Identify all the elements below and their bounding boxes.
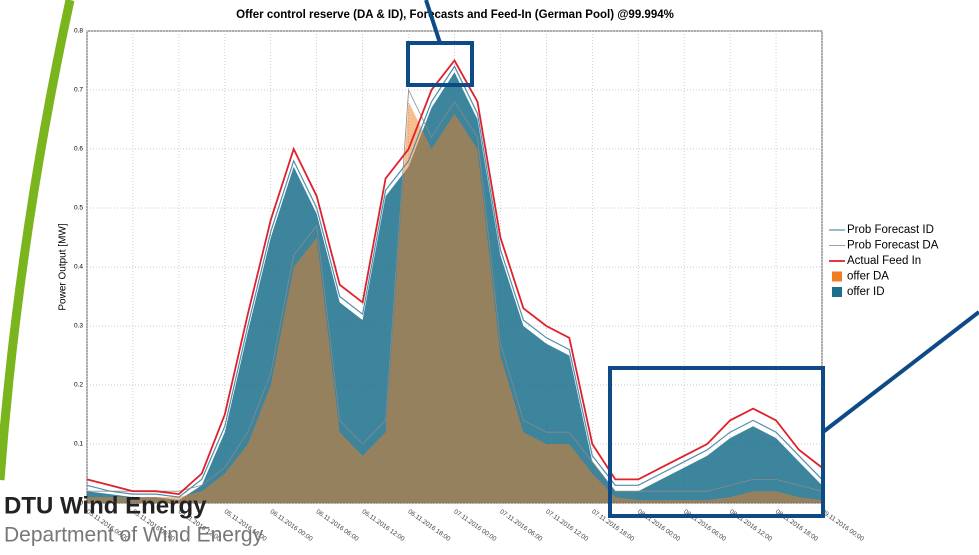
- x-tick-label: 08.11.2016 00:00: [636, 508, 681, 543]
- x-tick-label: 07.11.2016 00:00: [452, 508, 497, 543]
- y-tick-label: 0: [79, 500, 83, 507]
- y-tick-label: 0.2: [74, 382, 83, 389]
- legend-label: Prob Forecast ID: [847, 224, 934, 236]
- highlight-box: [608, 366, 825, 518]
- y-axis-label: Power Output [MW]: [58, 223, 69, 310]
- legend-label: Prob Forecast DA: [847, 240, 939, 252]
- x-tick-label: 06.11.2016 12:00: [360, 508, 405, 543]
- line: [86, 58, 823, 496]
- legend-swatch: [832, 271, 842, 282]
- legend-label: offer DA: [847, 271, 889, 283]
- x-tick-label: 07.11.2016 06:00: [498, 508, 543, 543]
- y-tick-label: 0.5: [74, 205, 83, 212]
- decor-curve: [0, 0, 75, 481]
- legend-label: offer ID: [847, 286, 885, 298]
- y-tick-label: 0.3: [74, 323, 83, 330]
- logo-text: DTU Wind Energy: [4, 492, 207, 519]
- legend-label: Actual Feed In: [847, 255, 921, 267]
- line: [87, 88, 823, 492]
- x-tick-label: 06.11.2016 18:00: [406, 508, 451, 543]
- arrow: [821, 310, 979, 434]
- chart-title: Offer control reserve (DA & ID), Forecas…: [236, 9, 674, 21]
- y-tick-label: 0.7: [74, 87, 83, 94]
- x-tick-label: 08.11.2016 12:00: [728, 508, 773, 543]
- x-tick-label: 07.11.2016 12:00: [544, 508, 589, 543]
- area: [87, 101, 822, 504]
- y-tick-label: 0.1: [74, 441, 83, 448]
- x-tick-label: 06.11.2016 06:00: [315, 508, 360, 543]
- x-tick-label: 08.11.2016 18:00: [774, 508, 819, 543]
- x-tick-label: 06.11.2016 00:00: [269, 508, 314, 543]
- x-tick-label: 07.11.2016 18:00: [590, 508, 635, 543]
- x-tick-label: 09.11.2016 00:00: [820, 508, 865, 543]
- y-tick-label: 0.6: [74, 146, 83, 153]
- y-tick-label: 0.4: [74, 264, 83, 271]
- line: [86, 65, 823, 498]
- arrow: [424, 0, 442, 44]
- y-tick-label: 0.8: [74, 28, 83, 35]
- legend-swatch: [832, 287, 842, 297]
- department-text: Department of Wind Energy: [4, 524, 264, 547]
- x-tick-label: 08.11.2016 06:00: [682, 508, 727, 543]
